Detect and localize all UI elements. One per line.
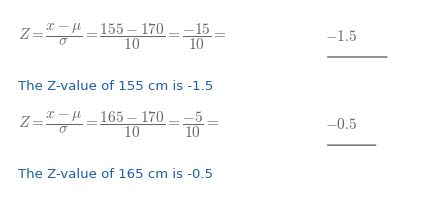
Text: $-0.5$: $-0.5$ [325, 117, 358, 132]
Text: The Z-value of 155 cm is -1.5: The Z-value of 155 cm is -1.5 [18, 80, 213, 92]
Text: The Z-value of 165 cm is -0.5: The Z-value of 165 cm is -0.5 [18, 168, 213, 181]
Text: $-1.5$: $-1.5$ [325, 29, 358, 44]
Text: $Z = \dfrac{x - \mu}{\sigma} = \dfrac{155 - 170}{10} = \dfrac{-15}{10} = $: $Z = \dfrac{x - \mu}{\sigma} = \dfrac{15… [18, 21, 227, 52]
Text: $Z = \dfrac{x - \mu}{\sigma} = \dfrac{165 - 170}{10} = \dfrac{-5}{10} = $: $Z = \dfrac{x - \mu}{\sigma} = \dfrac{16… [18, 109, 219, 140]
